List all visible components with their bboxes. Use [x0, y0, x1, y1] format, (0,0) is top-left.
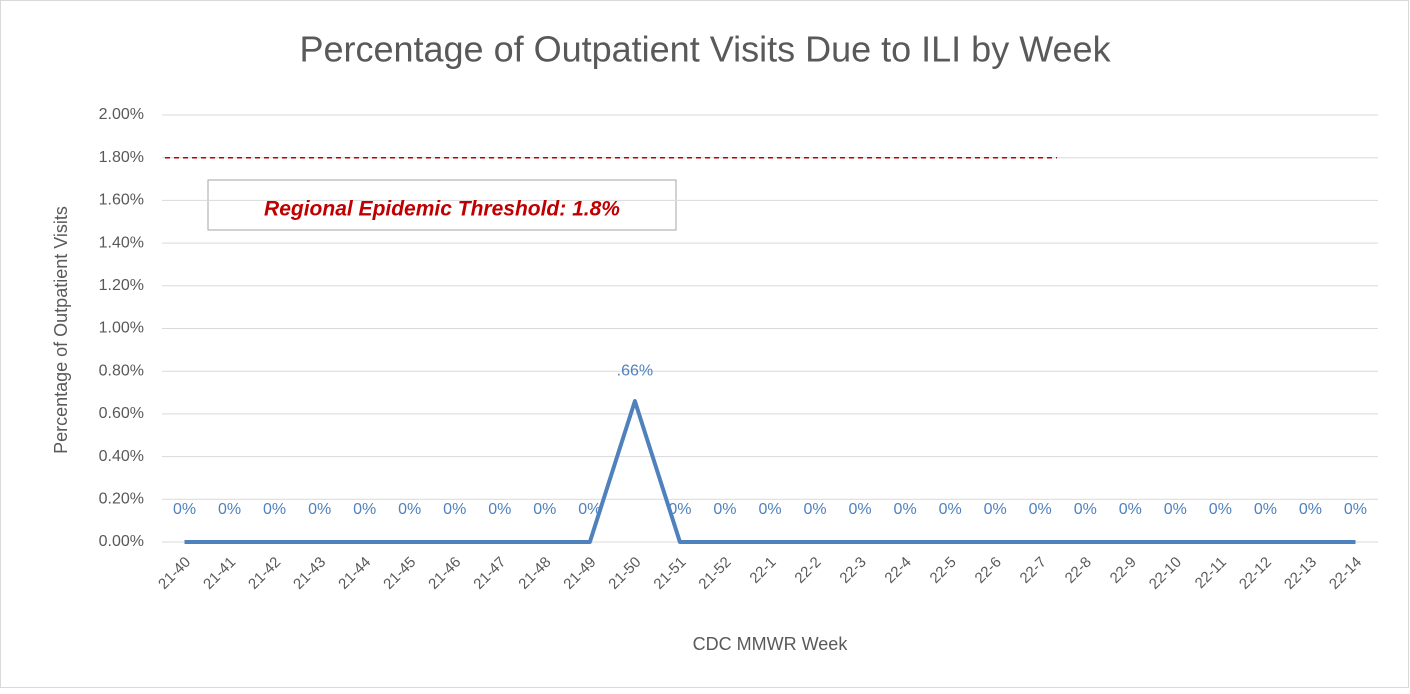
data-label: 0% [758, 501, 781, 518]
data-label: 0% [173, 501, 196, 518]
data-label: 0% [443, 501, 466, 518]
data-label: 0% [218, 501, 241, 518]
data-label: 0% [1344, 501, 1367, 518]
data-label: 0% [984, 501, 1007, 518]
y-tick-label: 1.00% [99, 320, 144, 337]
y-axis-title: Percentage of Outpatient Visits [51, 206, 71, 454]
data-label: 0% [668, 501, 691, 518]
data-label: 0% [894, 501, 917, 518]
data-label: 0% [1164, 501, 1187, 518]
data-line [184, 399, 1356, 544]
y-tick-label: 1.20% [99, 277, 144, 294]
y-tick-label: 0.40% [99, 448, 144, 465]
y-tick-label: 1.80% [99, 149, 144, 166]
y-tick-label: 1.60% [99, 192, 144, 209]
y-tick-label: 2.00% [99, 106, 144, 123]
threshold-label: Regional Epidemic Threshold: 1.8% [264, 198, 620, 221]
annotation-box [207, 179, 677, 231]
data-label: 0% [353, 501, 376, 518]
data-label: 0% [1074, 501, 1097, 518]
data-label: 0% [849, 501, 872, 518]
data-label: 0% [1299, 501, 1322, 518]
data-label: 0% [1119, 501, 1142, 518]
data-label: 0% [308, 501, 331, 518]
x-axis-title: CDC MMWR Week [693, 634, 849, 654]
y-tick-label: 0.80% [99, 362, 144, 379]
y-tick-label: 0.20% [99, 491, 144, 508]
chart-title: Percentage of Outpatient Visits Due to I… [299, 29, 1111, 70]
data-label: 0% [803, 501, 826, 518]
data-label: .66% [617, 362, 653, 379]
data-label: 0% [263, 501, 286, 518]
data-label: 0% [578, 501, 601, 518]
y-tick-label: 0.60% [99, 405, 144, 422]
y-tick-label: 1.40% [99, 234, 144, 251]
y-tick-label: 0.00% [99, 533, 144, 550]
data-label: 0% [1254, 501, 1277, 518]
data-label: 0% [1029, 501, 1052, 518]
data-label: 0% [1209, 501, 1232, 518]
data-label: 0% [533, 501, 556, 518]
data-label: 0% [939, 501, 962, 518]
data-label: 0% [488, 501, 511, 518]
data-label: 0% [713, 501, 736, 518]
data-label: 0% [398, 501, 421, 518]
